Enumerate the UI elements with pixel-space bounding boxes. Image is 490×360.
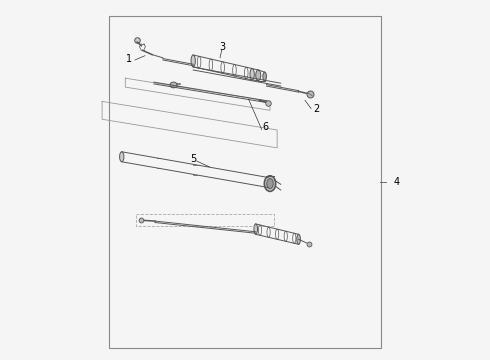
Ellipse shape xyxy=(250,68,254,80)
Ellipse shape xyxy=(170,82,177,88)
Ellipse shape xyxy=(264,176,276,192)
Text: 6: 6 xyxy=(263,122,269,132)
Ellipse shape xyxy=(297,234,300,244)
Ellipse shape xyxy=(254,224,258,234)
Ellipse shape xyxy=(267,179,273,189)
Ellipse shape xyxy=(191,55,196,67)
Ellipse shape xyxy=(263,72,267,81)
Text: 2: 2 xyxy=(313,104,319,114)
Ellipse shape xyxy=(256,70,261,81)
Text: 5: 5 xyxy=(190,154,196,164)
Text: 3: 3 xyxy=(220,42,226,52)
Ellipse shape xyxy=(120,152,124,162)
Text: 1: 1 xyxy=(126,54,132,64)
Bar xyxy=(109,16,381,348)
Text: 4: 4 xyxy=(394,177,400,187)
